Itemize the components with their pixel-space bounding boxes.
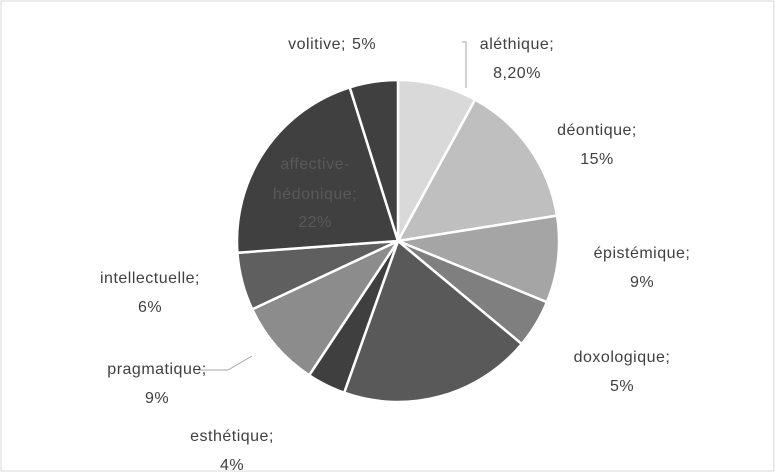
pie-slice (395, 97, 559, 243)
data-label-name: intellectuelle; (100, 270, 200, 287)
data-label-name: déontique; (557, 122, 637, 139)
pie-slice (235, 85, 400, 255)
data-label-name: volitive; (288, 36, 346, 53)
data-label-name: aléthique; (480, 36, 554, 53)
data-label-name: affective-hédonique; (273, 156, 357, 203)
data-label-name: pragmatique; (107, 361, 206, 378)
pie-slice (393, 214, 561, 304)
leader-line (198, 355, 253, 371)
leader-line (462, 41, 467, 88)
data-label-value: 5% (352, 36, 376, 53)
pie (235, 78, 561, 404)
data-label-value: 8,20% (493, 65, 541, 82)
data-label-name: épistémique; (594, 245, 691, 262)
data-label-value: 20% (419, 378, 453, 395)
pie-slice (250, 237, 402, 378)
data-label-name: doxologique; (574, 349, 671, 366)
data-label-value: 15% (580, 151, 614, 168)
data-label-value: 4% (220, 457, 244, 472)
data-label-value: 9% (145, 390, 169, 407)
data-label-value: 9% (630, 274, 654, 291)
data-label-value: 6% (138, 299, 162, 316)
pie-slice (348, 78, 400, 242)
data-label-value: 22% (298, 214, 332, 231)
data-label-name: éth./morale; (391, 349, 481, 366)
data-label-name: esthétique; (190, 428, 274, 445)
data-label-value: 5% (610, 378, 634, 395)
pie-slice (342, 238, 524, 404)
